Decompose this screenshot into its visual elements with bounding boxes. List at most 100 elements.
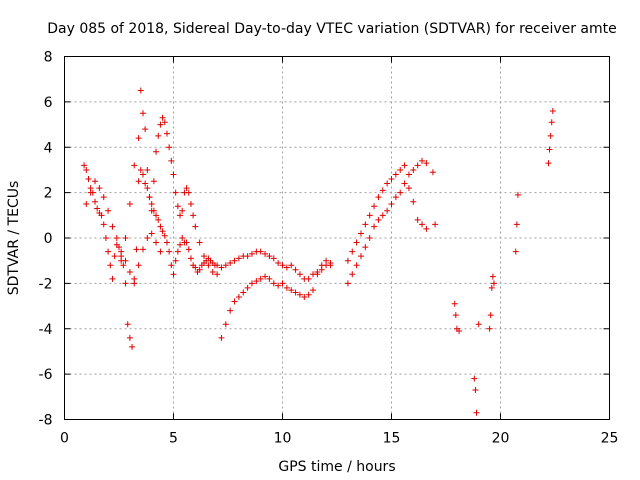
data-point — [222, 262, 229, 269]
data-point — [209, 269, 216, 276]
data-point — [283, 264, 290, 271]
data-point — [305, 275, 312, 282]
data-point — [429, 169, 436, 176]
data-point — [214, 271, 221, 278]
grid — [64, 56, 610, 420]
data-point — [157, 121, 164, 128]
data-point — [201, 253, 208, 260]
data-point — [98, 212, 105, 219]
data-point — [548, 119, 555, 126]
data-point — [177, 241, 184, 248]
data-point — [549, 107, 556, 114]
data-point — [231, 257, 238, 264]
data-point — [107, 262, 114, 269]
data-point — [384, 180, 391, 187]
y-tick-label: 8 — [44, 50, 53, 66]
data-point — [135, 135, 142, 142]
data-point — [275, 259, 282, 266]
data-point — [172, 189, 179, 196]
data-point — [159, 228, 166, 235]
data-point — [375, 216, 382, 223]
data-point — [371, 223, 378, 230]
data-point — [185, 189, 192, 196]
data-point — [244, 253, 251, 260]
series-trace-a — [81, 162, 334, 350]
x-tick-label: 5 — [169, 431, 178, 447]
data-point — [205, 262, 212, 269]
data-point — [150, 178, 157, 185]
data-point — [392, 194, 399, 201]
data-point — [486, 325, 493, 332]
data-point — [170, 271, 177, 278]
x-tick-label: 15 — [383, 431, 401, 447]
data-point — [92, 198, 99, 205]
data-point — [129, 343, 136, 350]
data-point — [153, 212, 160, 219]
data-point — [190, 212, 197, 219]
data-point — [379, 187, 386, 194]
data-point — [371, 203, 378, 210]
data-point — [487, 312, 494, 319]
y-tick-label: -2 — [39, 276, 53, 292]
data-point — [163, 130, 170, 137]
data-point — [423, 160, 430, 167]
data-point — [111, 253, 118, 260]
data-point — [144, 185, 151, 192]
data-point — [83, 166, 90, 173]
data-point — [170, 171, 177, 178]
data-point — [314, 271, 321, 278]
data-point — [353, 262, 360, 269]
series-isolated — [429, 107, 556, 416]
data-point — [218, 264, 225, 271]
data-point — [153, 148, 160, 155]
data-point — [292, 289, 299, 296]
data-point — [157, 223, 164, 230]
data-point — [310, 287, 317, 294]
data-point — [105, 207, 112, 214]
data-point — [283, 284, 290, 291]
data-point — [414, 216, 421, 223]
data-point — [148, 207, 155, 214]
data-point — [179, 207, 186, 214]
data-point — [122, 257, 129, 264]
data-point — [397, 189, 404, 196]
data-point — [179, 235, 186, 241]
data-point — [488, 284, 495, 291]
data-point — [318, 262, 325, 269]
y-tick-label: -4 — [39, 322, 53, 338]
y-tick-label: 6 — [44, 95, 53, 111]
data-point — [432, 221, 439, 228]
data-point — [192, 264, 199, 271]
data-point — [270, 280, 277, 287]
data-point — [452, 312, 459, 319]
data-point — [100, 194, 107, 201]
data-point — [161, 119, 168, 126]
data-point — [168, 157, 175, 164]
data-point — [490, 280, 497, 287]
data-point — [142, 180, 149, 187]
data-point — [410, 198, 417, 205]
data-point — [122, 280, 129, 287]
data-point — [327, 262, 334, 269]
data-point — [174, 203, 181, 210]
data-point — [161, 232, 168, 239]
data-point — [122, 235, 129, 241]
data-point — [163, 239, 170, 246]
data-point — [262, 250, 269, 257]
data-point — [472, 387, 479, 394]
data-point — [172, 257, 179, 264]
data-point — [144, 166, 151, 173]
y-tick-label: 4 — [44, 140, 53, 156]
data-point — [392, 171, 399, 178]
data-point — [288, 262, 295, 269]
data-point — [279, 262, 286, 269]
data-point — [489, 273, 496, 280]
data-point — [124, 321, 131, 328]
data-point — [344, 280, 351, 287]
data-point — [349, 248, 356, 255]
data-point — [183, 185, 190, 192]
data-point — [253, 278, 260, 285]
data-point — [185, 246, 192, 253]
data-point — [155, 132, 162, 139]
data-point — [120, 262, 127, 269]
